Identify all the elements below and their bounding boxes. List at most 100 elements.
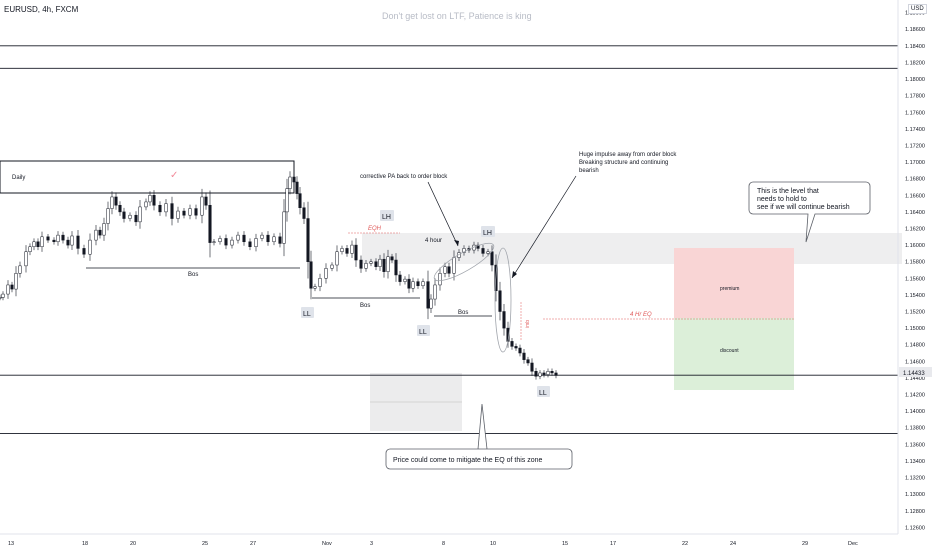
candle-body-45 xyxy=(218,238,222,243)
candle-body-69 xyxy=(335,251,339,266)
ll-label-2: LL xyxy=(419,329,427,336)
candle-body-55 xyxy=(278,236,282,244)
candle-body-92 xyxy=(438,273,442,286)
candle-body-102 xyxy=(486,251,490,254)
x-tick-labels: 13 18 20 25 27 Nov 3 8 10 15 17 22 24 29 Dec xyxy=(8,541,858,547)
candle-body-19 xyxy=(88,239,92,255)
candle-body-117 xyxy=(546,371,550,375)
candle-body-112 xyxy=(526,359,530,364)
candle-body-95 xyxy=(452,257,456,274)
candle-body-74 xyxy=(359,259,363,269)
y-tick-24: 1.14000 xyxy=(905,409,925,415)
x-tick-11: 22 xyxy=(682,541,688,547)
candle-body-108 xyxy=(510,341,514,347)
y-tick-17: 1.15400 xyxy=(905,293,925,299)
candle-body-3 xyxy=(10,284,14,290)
candle-body-105 xyxy=(498,290,502,312)
candle-body-79 xyxy=(382,258,386,272)
impulse-ellipse xyxy=(494,247,512,353)
candle-body-60 xyxy=(295,181,299,194)
candle-body-4 xyxy=(14,273,18,290)
candle-body-6 xyxy=(24,251,28,267)
candle-body-86 xyxy=(411,281,415,289)
level-hold-text-2: needs to hold to xyxy=(757,196,807,203)
candle-body-49 xyxy=(242,234,246,243)
y-tick-29: 1.13000 xyxy=(905,492,925,498)
checkmark-icon: ✓ xyxy=(170,170,178,181)
corrective-pa-text: corrective PA back to order block xyxy=(360,174,448,180)
mitigate-text: Price could come to mitigate the EQ of t… xyxy=(393,457,543,464)
y-tick-8: 1.17200 xyxy=(905,143,925,149)
bos-label-1: Bos xyxy=(188,272,198,278)
candle-body-90 xyxy=(429,298,433,309)
y-tick-5: 1.17800 xyxy=(905,94,925,100)
candle-body-57 xyxy=(285,188,289,213)
y-tick-30: 1.12800 xyxy=(905,509,925,515)
symbol-title[interactable]: EURUSD, 4h, FXCM xyxy=(4,5,79,14)
y-tick-22: 1.14400 xyxy=(905,376,925,382)
impulse-arrow xyxy=(511,175,577,279)
candle-body-29 xyxy=(134,214,138,223)
candle-body-12 xyxy=(52,239,56,243)
x-tick-10: 17 xyxy=(610,541,616,547)
candle-body-100 xyxy=(476,244,480,249)
candle-body-61 xyxy=(298,193,302,208)
candle-body-115 xyxy=(538,372,542,377)
candle-body-52 xyxy=(260,234,264,239)
x-tick-3: 25 xyxy=(202,541,208,547)
candle-body-7 xyxy=(28,246,32,252)
impulse-text-3: bearish xyxy=(579,168,599,174)
x-tick-8: 10 xyxy=(490,541,496,547)
candle-body-93 xyxy=(443,266,447,274)
candle-body-5 xyxy=(18,265,22,274)
currency-label[interactable]: USD xyxy=(908,4,927,14)
impulse-text-2: Breaking structure and continuing xyxy=(579,160,668,166)
candle-body-35 xyxy=(164,203,168,213)
four-hour-label: 4 hour xyxy=(425,238,442,244)
candle-body-43 xyxy=(208,204,212,243)
eqh-label: EQH xyxy=(368,226,382,232)
lh-badge-2 xyxy=(481,226,495,237)
y-tick-26: 1.13600 xyxy=(905,442,925,448)
candle-body-28 xyxy=(128,214,132,219)
candle-body-17 xyxy=(76,235,80,249)
candle-body-72 xyxy=(350,244,354,254)
candle-body-64 xyxy=(309,261,313,289)
candle-body-70 xyxy=(340,248,344,252)
mitigate-callout xyxy=(385,403,573,470)
x-tick-1: 18 xyxy=(82,541,88,547)
candle-body-110 xyxy=(518,347,522,354)
candle-body-81 xyxy=(390,256,394,261)
candle-body-20 xyxy=(94,229,98,241)
y-tick-23: 1.14200 xyxy=(905,393,925,399)
candle-body-103 xyxy=(490,251,494,266)
x-tick-2: 20 xyxy=(130,541,136,547)
x-tick-4: 27 xyxy=(250,541,256,547)
candle-body-76 xyxy=(369,261,373,264)
candle-body-1 xyxy=(1,293,5,298)
x-tick-7: 8 xyxy=(442,541,445,547)
candle-body-26 xyxy=(118,204,122,213)
y-tick-16: 1.15600 xyxy=(905,276,925,282)
candle-body-118 xyxy=(550,371,554,374)
candle-body-18 xyxy=(82,248,86,255)
candle-body-51 xyxy=(254,238,258,248)
candle-body-0 xyxy=(0,297,2,299)
y-tick-2: 1.18400 xyxy=(905,44,925,50)
y-tick-12: 1.16400 xyxy=(905,210,925,216)
candle-body-34 xyxy=(158,204,162,213)
candle-body-116 xyxy=(542,372,546,375)
candle-body-8 xyxy=(32,241,36,248)
candle-body-14 xyxy=(61,234,65,241)
candles xyxy=(0,171,558,380)
candle-body-11 xyxy=(46,236,50,241)
candle-body-9 xyxy=(36,241,40,248)
candle-body-83 xyxy=(398,274,402,282)
candle-body-39 xyxy=(188,208,192,216)
candle-body-71 xyxy=(345,248,349,254)
candle-body-37 xyxy=(176,210,180,219)
candle-body-80 xyxy=(386,256,390,272)
candle-body-119 xyxy=(554,372,558,376)
y-tick-19: 1.15000 xyxy=(905,326,925,332)
